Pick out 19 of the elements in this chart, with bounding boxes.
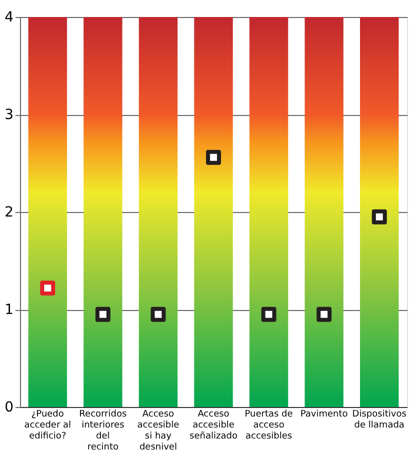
y-tick-label: 0 <box>4 400 14 416</box>
point <box>372 209 387 224</box>
point <box>150 306 166 322</box>
point <box>316 306 332 322</box>
y-tick-label: 3 <box>4 107 14 123</box>
y-tick-label: 1 <box>4 302 14 318</box>
x-tick-label: Dispositivos de llamada <box>352 410 407 430</box>
point <box>40 280 56 296</box>
point <box>206 150 221 165</box>
x-tick-label: Puertas de acceso accesibles <box>244 410 294 442</box>
x-tick-label: Acceso accesible si hay desnivel <box>137 410 180 452</box>
x-tick-label: Pavimento <box>300 410 348 420</box>
point <box>95 306 110 322</box>
x-tick-label: Recorridos interiores del recinto <box>79 410 127 452</box>
y-tick-label: 2 <box>4 204 14 220</box>
x-tick-label: ¿Puedo acceder al edificio? <box>24 410 72 442</box>
x-tick-label: Acceso accesible señalizado <box>190 410 238 442</box>
y-tick-label: 4 <box>4 10 14 26</box>
point <box>261 306 276 322</box>
